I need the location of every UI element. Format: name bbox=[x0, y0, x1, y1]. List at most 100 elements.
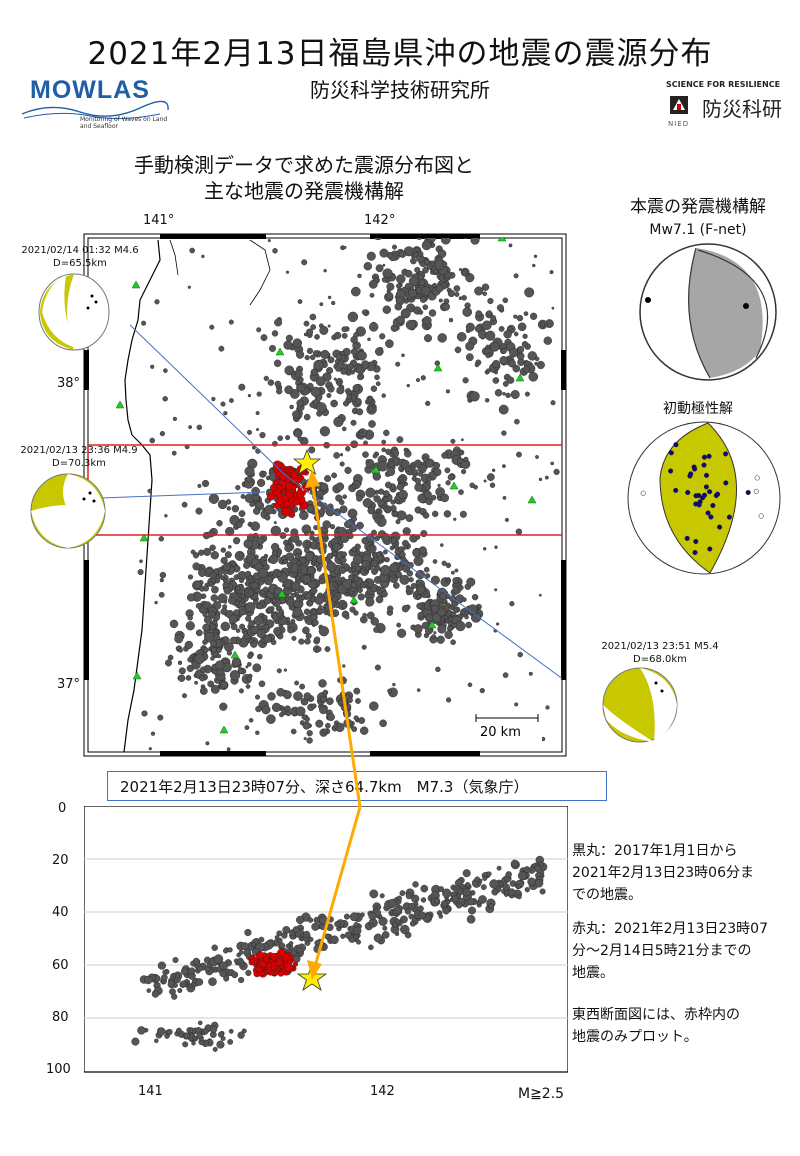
section-aftershock-dot bbox=[292, 961, 299, 967]
quake-dot bbox=[339, 567, 346, 574]
quake-dot bbox=[228, 319, 234, 325]
quake-dot bbox=[292, 410, 301, 419]
quake-dot bbox=[202, 623, 210, 632]
first-motion-caption: 初動極性解 bbox=[663, 401, 733, 417]
quake-dot bbox=[220, 401, 226, 407]
quake-dot bbox=[285, 435, 291, 441]
quake-dot bbox=[447, 473, 455, 481]
section-quake-dot bbox=[442, 907, 450, 915]
quake-dot bbox=[295, 706, 306, 717]
quake-dot bbox=[406, 570, 413, 577]
quake-dot bbox=[159, 571, 167, 579]
quake-dot bbox=[435, 666, 441, 673]
quake-dot bbox=[228, 398, 234, 403]
quake-dot bbox=[451, 622, 457, 628]
quake-dot bbox=[470, 238, 480, 245]
quake-dot bbox=[368, 420, 376, 428]
quake-dot bbox=[261, 560, 268, 566]
quake-dot bbox=[489, 482, 496, 488]
quake-dot bbox=[196, 424, 203, 431]
quake-dot bbox=[459, 510, 467, 518]
quake-dot bbox=[215, 660, 225, 670]
section-quake-dot bbox=[534, 878, 544, 888]
section-quake-dot bbox=[353, 922, 359, 928]
quake-dot bbox=[284, 544, 293, 553]
section-quake-dot bbox=[182, 1041, 189, 1048]
quake-dot bbox=[350, 348, 358, 356]
section-quake-dot bbox=[489, 879, 499, 889]
quake-dot bbox=[338, 499, 345, 506]
quake-dot bbox=[524, 391, 530, 397]
quake-dot bbox=[432, 282, 437, 288]
quake-dot bbox=[417, 471, 424, 477]
quake-dot bbox=[496, 622, 500, 626]
section-aftershock-dot bbox=[276, 948, 286, 958]
quake-dot bbox=[229, 636, 238, 645]
quake-dot bbox=[273, 359, 282, 368]
polarity-dot bbox=[753, 488, 759, 494]
station-marker bbox=[449, 481, 459, 490]
quake-dot bbox=[269, 605, 275, 611]
quake-dot bbox=[400, 308, 411, 319]
quake-dot bbox=[318, 604, 323, 610]
quake-dot bbox=[290, 533, 300, 543]
quake-dot bbox=[355, 698, 361, 704]
quake-dot bbox=[223, 586, 232, 595]
section-quake-dot bbox=[469, 890, 476, 896]
section-quake-dot bbox=[237, 957, 244, 965]
quake-dot bbox=[385, 292, 394, 300]
quake-dot bbox=[362, 612, 367, 618]
section-quake-dot bbox=[197, 965, 204, 972]
section-quake-dot bbox=[468, 906, 477, 915]
quake-dot bbox=[375, 264, 384, 273]
quake-dot bbox=[257, 603, 264, 610]
section-aftershock-dot bbox=[266, 967, 273, 974]
section-quake-dot bbox=[466, 915, 476, 924]
quake-dot bbox=[475, 310, 483, 318]
quake-dot bbox=[149, 437, 155, 444]
quake-dot bbox=[378, 488, 385, 495]
quake-dot bbox=[490, 342, 500, 352]
quake-dot bbox=[223, 600, 228, 604]
quake-dot bbox=[361, 309, 368, 315]
quake-dot bbox=[372, 453, 378, 459]
quake-dot bbox=[460, 609, 466, 615]
quake-dot bbox=[220, 556, 228, 565]
quake-dot bbox=[376, 551, 382, 557]
section-quake-dot bbox=[334, 920, 341, 928]
section-quake-dot bbox=[396, 895, 402, 901]
section-quake-dot bbox=[517, 871, 527, 881]
section-quake-dot bbox=[276, 930, 283, 937]
station-marker bbox=[219, 725, 229, 734]
quake-dot bbox=[408, 577, 414, 583]
quake-dot bbox=[418, 251, 424, 257]
quake-dot bbox=[270, 639, 277, 646]
quake-dot bbox=[256, 653, 263, 660]
quake-dot bbox=[474, 362, 480, 368]
quake-dot bbox=[533, 254, 538, 258]
quake-dot bbox=[379, 719, 387, 728]
quake-dot bbox=[422, 266, 429, 274]
quake-dot bbox=[381, 276, 388, 283]
section-quake-dot bbox=[369, 923, 375, 928]
quake-dot bbox=[312, 350, 319, 357]
quake-dot bbox=[437, 624, 447, 634]
quake-dot bbox=[284, 527, 290, 533]
quake-dot bbox=[333, 377, 337, 381]
quake-dot bbox=[263, 375, 269, 382]
quake-dot bbox=[293, 691, 303, 701]
quake-dot bbox=[314, 636, 321, 643]
section-quake-dot bbox=[462, 869, 471, 878]
quake-dot bbox=[251, 445, 256, 450]
quake-dot bbox=[271, 330, 279, 337]
quake-dot bbox=[465, 353, 474, 362]
quake-dot bbox=[516, 314, 524, 322]
quake-dot bbox=[268, 554, 279, 564]
quake-dot bbox=[530, 312, 538, 320]
quake-dot bbox=[195, 629, 203, 637]
quake-dot bbox=[359, 429, 363, 434]
quake-dot bbox=[335, 482, 345, 491]
quake-dot bbox=[242, 630, 248, 636]
quake-dot bbox=[150, 731, 156, 736]
section-quake-dot bbox=[171, 993, 178, 1000]
